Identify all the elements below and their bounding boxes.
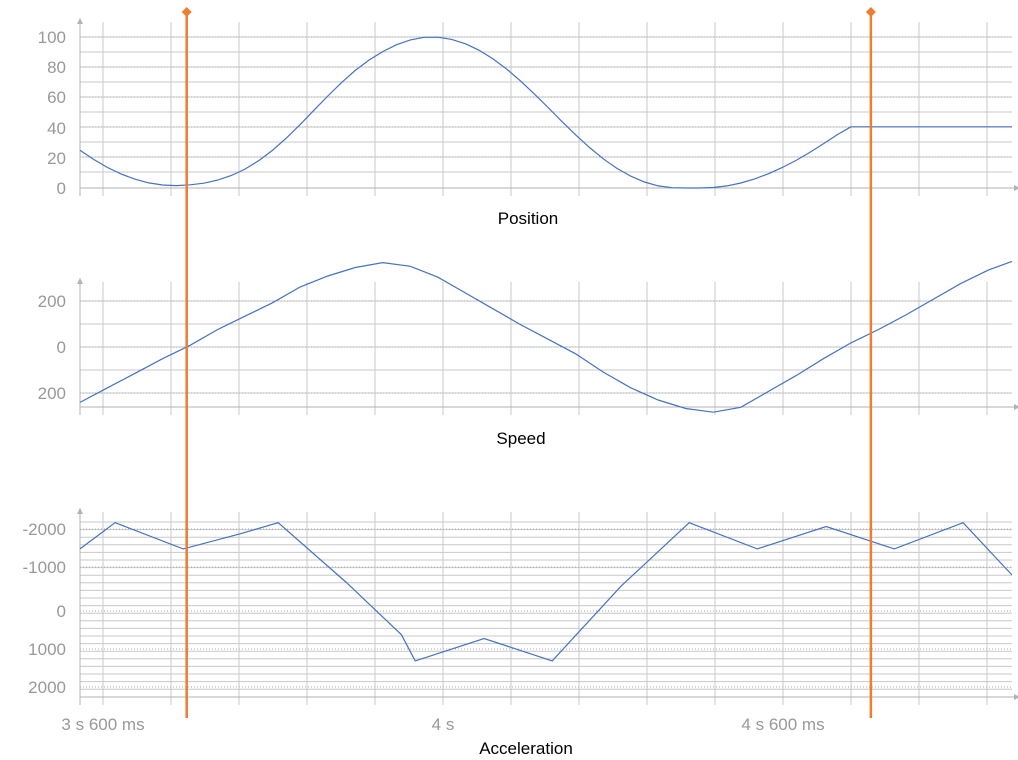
position-series-line	[79, 36, 1012, 189]
y-tick-label: 0	[57, 602, 66, 621]
x-axis-arrow	[1014, 404, 1018, 410]
panel-position: 0 20 40 60 80 100 Position	[38, 18, 1018, 228]
panel-acceleration: 2000 1000 0 -1000 -2000 Acceleration	[23, 508, 1018, 758]
y-tick-label: 200	[38, 384, 66, 403]
speed-y-ticks: 200 0 200	[38, 292, 66, 403]
time-axis-labels: 3 s 600 ms 4 s 4 s 600 ms	[61, 715, 824, 734]
x-axis-arrow	[1014, 185, 1018, 191]
speed-series-line	[79, 260, 1013, 413]
speed-grid	[80, 282, 1012, 415]
y-axis-arrow	[77, 18, 83, 24]
time-tick-label: 3 s 600 ms	[61, 715, 144, 734]
acceleration-axes	[77, 508, 1018, 705]
position-y-ticks: 0 20 40 60 80 100	[38, 28, 66, 198]
cursor-handle-2[interactable]	[865, 7, 876, 17]
speed-title: Speed	[496, 429, 545, 448]
acceleration-grid	[80, 512, 1012, 705]
y-tick-label: 40	[47, 119, 66, 138]
y-tick-label: 20	[47, 149, 66, 168]
y-tick-label: -2000	[23, 520, 66, 539]
y-axis-arrow	[77, 508, 83, 514]
speed-axes	[77, 278, 1018, 415]
acceleration-y-ticks: 2000 1000 0 -1000 -2000	[23, 520, 66, 697]
time-tick-label: 4 s	[432, 715, 455, 734]
position-grid	[80, 22, 1012, 196]
y-tick-label: 0	[57, 179, 66, 198]
panel-speed: 200 0 200 Speed	[38, 260, 1018, 448]
y-tick-label: 1000	[28, 640, 66, 659]
y-tick-label: 60	[47, 88, 66, 107]
time-tick-label: 4 s 600 ms	[741, 715, 824, 734]
y-tick-label: 200	[38, 292, 66, 311]
cursor-handle-1[interactable]	[181, 7, 192, 17]
position-title: Position	[498, 209, 558, 228]
y-tick-label: 2000	[28, 678, 66, 697]
y-axis-arrow	[77, 278, 83, 284]
acceleration-title: Acceleration	[479, 739, 573, 758]
y-tick-label: 0	[57, 338, 66, 357]
y-tick-label: 100	[38, 28, 66, 47]
y-tick-label: 80	[47, 58, 66, 77]
y-tick-label: -1000	[23, 558, 66, 577]
cursor-layer	[181, 7, 876, 718]
x-axis-arrow	[1014, 694, 1018, 700]
acceleration-series-line	[79, 521, 1013, 662]
position-axes	[77, 18, 1018, 196]
